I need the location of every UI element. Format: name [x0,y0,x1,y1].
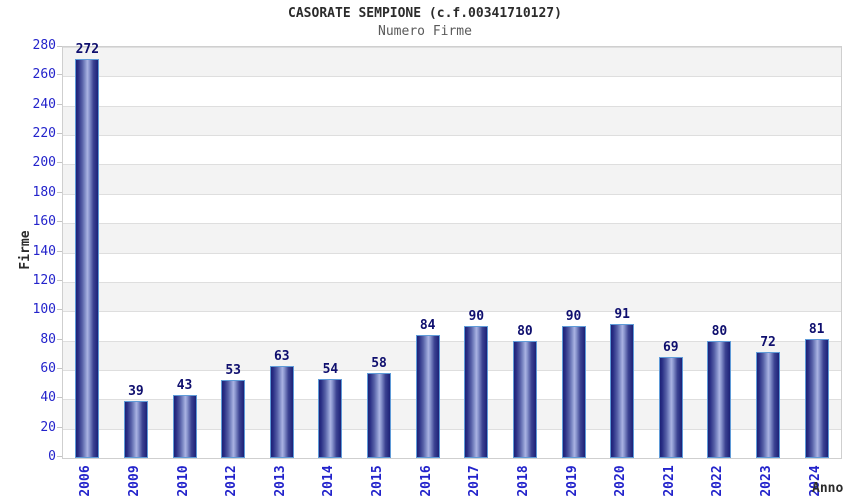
bar-value-label: 69 [662,339,679,355]
y-tick-mark [57,397,62,399]
bar [269,365,294,458]
bar-value-label: 72 [760,335,776,351]
x-tick-label: 2012 [224,465,240,497]
y-tick-label: 200 [32,155,56,171]
x-tick-label: 2017 [467,465,483,497]
y-tick-mark [57,46,62,47]
bar-value-label: 81 [808,322,825,338]
bar-value-label: 272 [75,41,100,57]
bar-value-label: 58 [371,355,387,371]
y-tick-mark [57,162,62,164]
x-tick-label: 2021 [661,465,677,497]
y-tick-mark [57,367,62,369]
bar-value-label: 90 [468,308,485,324]
bar [318,378,343,458]
x-tick-label: 2014 [321,465,337,497]
bar-value-label: 43 [176,377,193,393]
y-tick-mark [57,338,62,340]
bar-value-label: 84 [419,317,436,333]
x-axis-title: Anno [812,481,844,496]
bar [464,325,489,458]
grid-band [63,164,841,194]
y-tick-mark [57,133,62,135]
y-tick-mark [57,426,62,428]
x-tick-label: 2009 [126,465,142,497]
grid-band [63,311,841,341]
x-tick-label: 2013 [272,465,288,497]
bar [610,324,635,458]
x-tick-label: 2015 [370,465,386,497]
grid-band [63,135,841,165]
chart-subtitle: Numero Firme [378,24,472,39]
y-tick-label: 40 [40,390,56,406]
bar-value-label: 63 [273,348,290,364]
bar [658,356,683,458]
y-tick-label: 0 [48,449,56,464]
y-tick-label: 140 [32,243,56,259]
x-axis: 2006 2009 2010 2012 2013 2014 2015 2016 2017 2018… [62,457,840,500]
y-tick-mark [57,191,62,193]
y-tick-label: 160 [32,214,56,230]
x-tick-label: 2023 [759,465,775,497]
bar [804,339,829,458]
grid-band [63,47,841,77]
y-tick-mark [57,103,62,105]
y-tick-mark [57,74,62,76]
x-tick-label: 2010 [175,465,191,497]
y-tick-label: 240 [32,96,56,112]
bar [75,58,100,458]
y-tick-label: 80 [40,331,56,347]
y-tick-label: 180 [32,184,56,200]
x-tick-label: 2022 [710,465,726,497]
bar-value-label: 91 [614,307,631,323]
y-tick-mark [57,456,62,457]
grid-band [63,223,841,253]
grid-band [63,193,841,224]
y-tick-label: 100 [32,302,56,318]
y-tick-label: 20 [40,419,56,435]
x-tick-label: 2016 [418,465,434,497]
bar-value-label: 80 [711,323,728,339]
bar [415,334,440,458]
x-tick-label: 2019 [564,465,580,497]
grid-band [63,281,841,312]
y-tick-label: 260 [32,67,56,83]
y-tick-label: 120 [32,272,56,288]
grid-band [63,252,841,282]
y-tick-mark [57,309,62,311]
bar [367,372,392,458]
x-tick-label: 2006 [78,465,94,497]
y-tick-mark [57,250,62,252]
bar-value-label: 54 [322,361,339,377]
y-tick-label: 280 [32,38,56,53]
y-tick-mark [57,221,62,223]
y-tick-label: 60 [40,360,56,376]
bar-value-label: 90 [565,308,582,324]
grid-band [63,76,841,106]
bar-value-label: 80 [517,323,533,339]
bar-value-label: 39 [128,383,144,399]
x-tick-label: 2018 [515,465,531,497]
bar [172,394,197,458]
grid-band [63,105,841,136]
bar [561,325,586,458]
chart-title: CASORATE SEMPIONE (c.f.00341710127) [288,6,562,21]
bar-value-label: 53 [225,363,242,379]
x-tick-label: 2020 [613,465,629,497]
y-axis: 0 20 40 60 80 100 120 140 160 180 200 220 240 260 280 [0,39,62,464]
bar [512,340,537,458]
y-tick-mark [57,279,62,281]
y-tick-label: 220 [32,126,56,142]
plot-area: 272 39 43 53 63 54 58 84 90 80 90 91 69 80 72 81 [62,41,842,459]
bar [123,400,148,458]
bar [221,380,246,458]
bar [707,340,732,458]
bar [756,352,781,458]
